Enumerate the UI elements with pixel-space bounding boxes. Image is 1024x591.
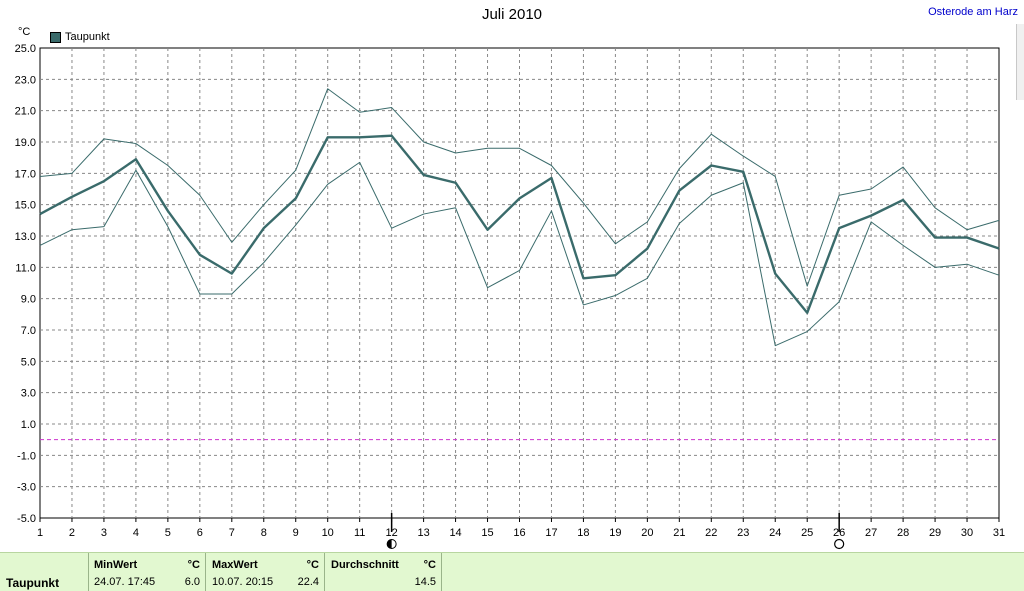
footer-row-label: Taupunkt (6, 576, 60, 590)
footer-row-label-cell: Taupunkt (0, 553, 89, 591)
x-tick-label: 17 (545, 527, 557, 539)
y-tick-label: 11.0 (15, 262, 36, 274)
x-tick-label: 27 (865, 527, 877, 539)
x-tick-label: 8 (261, 527, 267, 539)
y-tick-label: -1.0 (17, 450, 36, 462)
y-tick-label: 7.0 (21, 325, 36, 337)
y-tick-label: 25.0 (15, 43, 36, 55)
x-tick-label: 21 (673, 527, 685, 539)
min-time: 24.07. 17:45 (94, 576, 156, 588)
max-value: 22.4 (297, 576, 319, 588)
x-tick-label: 28 (897, 527, 909, 539)
x-tick-label: 14 (449, 527, 461, 539)
max-header: MaxWert (212, 559, 258, 571)
legend-label: Taupunkt (65, 31, 110, 43)
y-axis-unit: °C (18, 26, 31, 38)
y-tick-label: -5.0 (17, 513, 36, 525)
x-tick-label: 6 (197, 527, 203, 539)
y-tick-label: 21.0 (15, 106, 36, 118)
legend: Taupunkt (50, 31, 110, 43)
min-cell: MinWert °C 24.07. 17:45 6.0 (88, 553, 206, 591)
average-cell: Durchschnitt °C 14.5 (325, 553, 442, 591)
x-tick-label: 7 (229, 527, 235, 539)
max-unit: °C (306, 559, 319, 571)
x-tick-label: 18 (577, 527, 589, 539)
chart-title: Juli 2010 (481, 6, 543, 23)
min-unit: °C (187, 559, 200, 571)
average-header: Durchschnitt (331, 559, 399, 571)
x-tick-label: 22 (705, 527, 717, 539)
x-tick-label: 29 (929, 527, 941, 539)
y-tick-label: 19.0 (15, 137, 36, 149)
x-tick-label: 26 (833, 527, 845, 539)
max-time: 10.07. 20:15 (212, 576, 274, 588)
max-cell: MaxWert °C 10.07. 20:15 22.4 (206, 553, 325, 591)
y-tick-label: 23.0 (15, 74, 36, 86)
y-tick-label: 9.0 (21, 294, 36, 306)
average-unit: °C (423, 559, 436, 571)
legend-swatch (50, 31, 61, 43)
x-tick-label: 20 (641, 527, 653, 539)
y-tick-label: -3.0 (17, 482, 36, 494)
vertical-scrollbar[interactable] (1016, 24, 1024, 100)
x-tick-label: 15 (481, 527, 493, 539)
y-tick-label: 5.0 (21, 356, 36, 368)
x-tick-label: 12 (386, 527, 398, 539)
x-tick-label: 16 (513, 527, 525, 539)
statistics-footer: Taupunkt MinWert °C 24.07. 17:45 6.0 Max… (0, 552, 1024, 591)
x-tick-label: 4 (133, 527, 139, 539)
x-tick-label: 3 (101, 527, 107, 539)
y-tick-label: 17.0 (15, 168, 36, 180)
x-tick-label: 31 (993, 527, 1005, 539)
location-label: Osterode am Harz (928, 6, 1018, 18)
chart-area: 25.023.021.019.017.015.013.011.09.07.05.… (15, 43, 1005, 550)
x-tick-label: 1 (37, 527, 43, 539)
x-tick-label: 24 (769, 527, 781, 539)
y-tick-label: 13.0 (15, 231, 36, 243)
x-tick-label: 9 (293, 527, 299, 539)
average-value: 14.5 (414, 576, 436, 588)
x-tick-label: 30 (961, 527, 973, 539)
min-header: MinWert (94, 559, 138, 571)
x-tick-label: 13 (417, 527, 429, 539)
x-tick-label: 11 (354, 527, 365, 539)
x-tick-label: 10 (322, 527, 334, 539)
half-moon-shade (387, 539, 392, 549)
series-line-min (39, 161, 1000, 347)
x-tick-label: 2 (69, 527, 75, 539)
y-tick-label: 15.0 (15, 200, 36, 212)
min-value: 6.0 (184, 576, 200, 588)
x-tick-label: 5 (165, 527, 171, 539)
y-tick-label: 3.0 (21, 388, 36, 400)
full-moon-icon (834, 538, 845, 550)
x-tick-label: 23 (737, 527, 749, 539)
x-tick-label: 25 (801, 527, 813, 539)
y-tick-label: 1.0 (21, 419, 36, 431)
x-tick-label: 19 (609, 527, 621, 539)
series-line-max (39, 88, 1000, 287)
series-line-mean (39, 134, 1000, 314)
